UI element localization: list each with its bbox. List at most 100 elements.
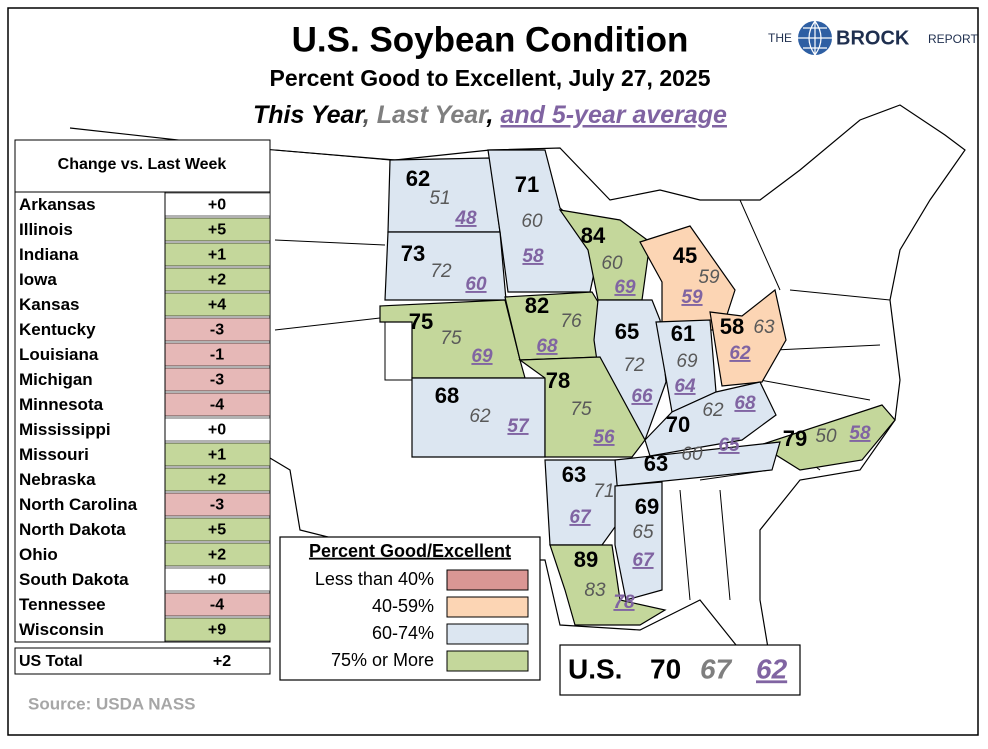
avg-value: 60: [465, 274, 487, 295]
key-sep: ,: [362, 101, 370, 129]
change-value: +2: [208, 547, 226, 564]
last-year-value: 65: [632, 522, 654, 543]
legend-swatch: [446, 650, 529, 672]
last-year-value: 60: [681, 444, 703, 465]
state-name: Illinois: [19, 220, 73, 239]
avg-value: 58: [849, 423, 871, 444]
state-name: Mississippi: [19, 420, 111, 439]
change-value: +0: [208, 422, 226, 439]
table-header-cell: [14, 139, 271, 193]
avg-value: 69: [471, 346, 493, 367]
legend-title: Percent Good/Excellent: [309, 541, 511, 561]
state-shape: [549, 544, 667, 626]
change-value: +1: [208, 447, 226, 464]
state-name: Indiana: [19, 245, 79, 264]
avg-value: 67: [632, 550, 655, 571]
us-label: U.S.: [568, 653, 622, 684]
change-value: -3: [210, 372, 224, 389]
series-key: This Year, Last Year, and 5-year average: [253, 101, 727, 129]
last-year-value: 69: [676, 351, 698, 372]
logo-the: THE: [768, 31, 792, 45]
change-value: -3: [210, 322, 224, 339]
last-year-value: 62: [469, 406, 491, 427]
this-year-value: 61: [671, 321, 695, 346]
avg-value: 57: [507, 416, 530, 437]
key-sep: ,: [486, 101, 494, 129]
avg-value: 68: [734, 393, 756, 414]
state-shape: [758, 404, 896, 471]
legend-label: 60-74%: [372, 623, 434, 643]
this-year-value: 82: [525, 293, 549, 318]
last-year-value: 75: [570, 399, 592, 420]
avg-value: 68: [536, 336, 558, 357]
legend-swatch: [446, 569, 529, 591]
us-this-year: 70: [650, 653, 681, 684]
avg-value: 58: [522, 246, 544, 267]
change-value: +5: [208, 222, 226, 239]
total-row: [14, 647, 271, 675]
avg-value: 64: [674, 376, 696, 397]
change-table: Change vs. Last Week Arkansas +0 Illinois +5…: [14, 139, 271, 675]
state-name: North Dakota: [19, 520, 126, 539]
change-value: +0: [208, 572, 226, 589]
state-name: Arkansas: [19, 195, 96, 214]
state-name: Minnesota: [19, 395, 104, 414]
last-year-value: 76: [560, 311, 582, 332]
state-shape: [593, 299, 667, 442]
logo-grid: [798, 20, 832, 56]
this-year-value: 45: [673, 243, 697, 268]
last-year-value: 71: [593, 481, 614, 502]
change-value: +1: [208, 247, 226, 264]
table-title: Change vs. Last Week: [58, 156, 227, 173]
this-year-value: 65: [615, 319, 639, 344]
state-shape: [544, 459, 621, 546]
last-year-value: 83: [584, 580, 606, 601]
state-name: Iowa: [19, 270, 57, 289]
state-name: Missouri: [19, 445, 89, 464]
avg-value: 56: [593, 427, 615, 448]
this-year-value: 58: [720, 314, 744, 339]
legend-swatch: [446, 596, 529, 618]
legend-label: 75% or More: [331, 650, 434, 670]
total-label: US Total: [19, 653, 83, 670]
this-year-value: 75: [409, 309, 433, 334]
this-year-value: 79: [783, 426, 807, 451]
this-year-value: 68: [435, 383, 459, 408]
logo-report: REPORT: [928, 32, 978, 46]
change-value: -3: [210, 497, 224, 514]
this-year-value: 78: [546, 368, 570, 393]
last-year-value: 59: [698, 267, 720, 288]
us-total-box: [559, 644, 801, 696]
avg-value: 78: [613, 592, 635, 613]
state-name: Louisiana: [19, 345, 99, 364]
state-name: Nebraska: [19, 470, 96, 489]
key-this-year: This Year: [253, 101, 365, 129]
state-shape: [614, 481, 663, 601]
last-year-value: 63: [753, 317, 775, 338]
this-year-value: 71: [515, 172, 539, 197]
this-year-value: 73: [401, 241, 425, 266]
state-name: Kentucky: [19, 320, 96, 339]
us-avg: 62: [756, 653, 788, 684]
key-last-year: Last Year: [377, 101, 489, 129]
state-name: North Carolina: [19, 495, 138, 514]
change-value: +0: [208, 197, 226, 214]
avg-value: 67: [569, 507, 592, 528]
state-shape: [709, 288, 787, 387]
state-name: Kansas: [19, 295, 79, 314]
subtitle: Percent Good to Excellent, July 27, 2025: [269, 65, 710, 91]
total-value: +2: [213, 653, 231, 670]
this-year-value: 63: [644, 451, 668, 476]
table-body: [14, 191, 271, 643]
state-name: Michigan: [19, 370, 93, 389]
avg-value: 69: [614, 277, 636, 298]
change-value: -1: [210, 347, 224, 364]
avg-value: 65: [718, 435, 740, 456]
this-year-value: 84: [581, 223, 606, 248]
last-year-value: 51: [429, 188, 450, 209]
title: U.S. Soybean Condition: [292, 20, 689, 59]
states: 6251487160587372608460697575698276684559…: [379, 149, 896, 626]
last-year-value: 62: [702, 400, 724, 421]
last-year-value: 75: [440, 328, 462, 349]
